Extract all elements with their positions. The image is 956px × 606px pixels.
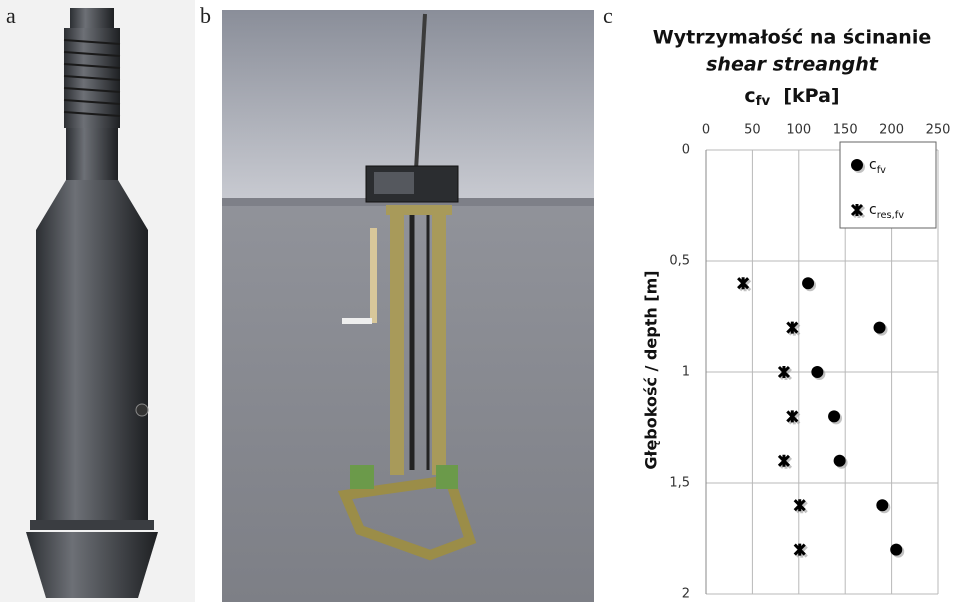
x-tick-label: 200	[879, 123, 904, 138]
y-tick-label: 0,5	[669, 254, 690, 269]
figure: a b c Wytrzymałość na ścinanie shear str…	[0, 0, 956, 602]
point	[828, 410, 840, 422]
chart-title: Wytrzymałość na ścinanie	[653, 27, 931, 49]
x-tick-label: 50	[744, 123, 761, 138]
x-tick-label: 100	[786, 123, 811, 138]
point	[811, 366, 823, 378]
y-tick-label: 2	[682, 587, 690, 602]
photo-a	[0, 0, 195, 602]
point	[802, 277, 814, 289]
panel-label: a	[6, 3, 16, 28]
panel-label: b	[200, 3, 211, 28]
x-tick-label: 250	[926, 123, 951, 138]
point	[851, 159, 863, 171]
x-tick-label: 150	[833, 123, 858, 138]
point	[834, 455, 846, 467]
point	[876, 499, 888, 511]
x-tick-label: 0	[702, 123, 710, 138]
chart-subtitle: shear streanght	[706, 54, 879, 76]
y-tick-label: 0	[682, 143, 690, 158]
y-tick-label: 1	[682, 365, 690, 380]
point	[874, 322, 886, 334]
panel-label: c	[603, 3, 613, 28]
point	[890, 544, 902, 556]
y-axis-label: Głębokość / depth [m]	[642, 270, 661, 469]
y-tick-label: 1,5	[669, 476, 690, 491]
photo-b	[222, 10, 594, 602]
